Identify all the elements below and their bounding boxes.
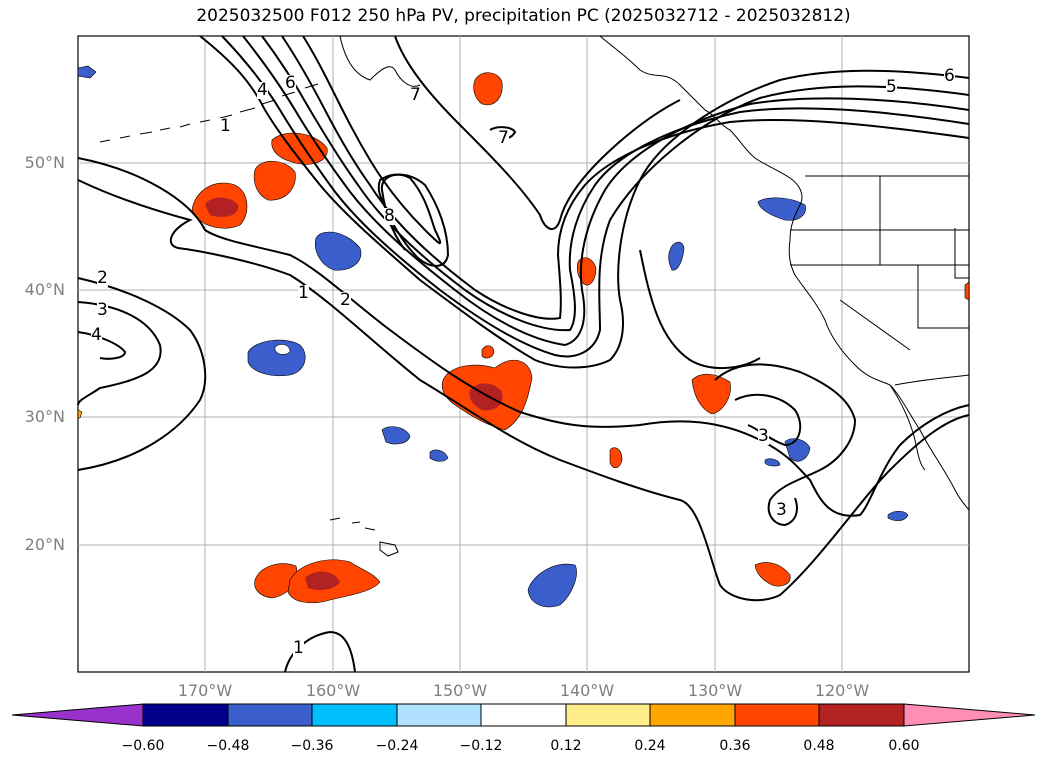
contour-label: 4 (257, 80, 268, 100)
pv-contour (394, 35, 681, 230)
precip-area (964, 281, 970, 301)
precip-area (315, 231, 362, 271)
pv-contour (77, 301, 162, 406)
precip-area (668, 241, 685, 271)
precip-area (887, 510, 909, 521)
colorbar-tick: −0.60 (121, 738, 165, 754)
contour-label: 6 (285, 73, 296, 93)
contour-label: 8 (384, 206, 395, 226)
contour-label: 7 (410, 85, 421, 105)
contour-label: 3 (97, 300, 108, 320)
pv-contour (242, 35, 970, 347)
contour-label: 7 (498, 128, 509, 148)
precip-area (77, 65, 97, 79)
lat-label-30n: 30°N (24, 407, 65, 426)
colorbar-tick: 0.60 (888, 738, 920, 754)
contour-label: 1 (298, 283, 309, 303)
colorbar-bin (311, 703, 398, 727)
precip-area (527, 563, 577, 608)
coastline-baja (889, 384, 926, 471)
contour-label: 3 (758, 426, 769, 446)
precip-area (381, 426, 411, 445)
lon-label-150w: 150°W (432, 681, 488, 700)
contour-label: 2 (97, 268, 108, 288)
lon-label-160w: 160°W (305, 681, 361, 700)
contour-label: 1 (293, 638, 304, 658)
coastlines (99, 35, 970, 557)
pv-contour (77, 277, 207, 471)
precip-area (429, 449, 449, 462)
pv-contour (284, 630, 356, 673)
precip-area (77, 409, 83, 419)
precip-area (253, 160, 296, 201)
lon-label-140w: 140°W (559, 681, 615, 700)
contour-label: 6 (944, 66, 955, 86)
precip-negative-areas (77, 65, 909, 608)
pv-contour (714, 363, 857, 527)
colorbar-tick: 0.12 (550, 738, 582, 754)
precip-area (247, 339, 306, 377)
colorbar-tick: −0.12 (459, 738, 503, 754)
pv-contour (77, 179, 970, 602)
pv-contour (302, 35, 442, 251)
border-us-mexico (894, 374, 970, 386)
colorbar-extend-low (11, 703, 144, 727)
graticule (78, 36, 969, 672)
contour-label: 5 (886, 77, 897, 97)
precip-area (205, 197, 239, 217)
pv-contour (221, 35, 970, 358)
colorbar-bin (818, 703, 905, 727)
colorbar-bin (649, 703, 736, 727)
lon-label-120w: 120°W (814, 681, 870, 700)
colorbar-bin (142, 703, 229, 727)
precip-area (473, 72, 503, 106)
colorbar-tick: 0.48 (803, 738, 835, 754)
precip-area (754, 562, 791, 587)
colorbar-tick: −0.24 (375, 738, 419, 754)
colorbar-tick: −0.36 (290, 738, 334, 754)
precip-area (481, 345, 495, 359)
lat-label-50n: 50°N (24, 153, 65, 172)
contour-label: 3 (776, 500, 787, 520)
colorbar-tick: 0.24 (634, 738, 666, 754)
colorbar (11, 703, 1036, 727)
aleutian-islands (99, 83, 319, 143)
pv-contour (77, 157, 970, 517)
lon-label-130w: 130°W (687, 681, 743, 700)
pv-contour (281, 35, 970, 320)
colorbar-bin (227, 703, 313, 727)
hawaii-islands (329, 517, 399, 557)
colorbar-bin (734, 703, 820, 727)
coastline-north-america (599, 35, 970, 511)
precip-area (305, 571, 340, 590)
pv-contour (377, 173, 450, 267)
contour-label: 2 (340, 290, 351, 310)
precip-area (757, 197, 806, 221)
colorbar-tick: −0.48 (206, 738, 250, 754)
colorbar-bin (396, 703, 482, 727)
precip-positive-areas (77, 72, 970, 604)
map-title: 2025032500 F012 250 hPa PV, precipitatio… (196, 6, 851, 26)
pv-contour (199, 35, 970, 369)
precip-area (609, 447, 623, 469)
alaska-coast (339, 35, 421, 87)
pv-contour (639, 249, 761, 370)
colorbar-extend-high (903, 703, 1036, 727)
contour-label: 1 (220, 116, 231, 136)
contour-label: 4 (91, 325, 102, 345)
precip-area (274, 343, 291, 355)
colorbar-bin (480, 703, 567, 727)
pv-contour (261, 35, 970, 332)
precip-area (764, 458, 781, 467)
precip-area (691, 373, 731, 415)
pv-contours (77, 35, 970, 673)
border-states (790, 176, 969, 351)
lat-label-40n: 40°N (24, 280, 65, 299)
colorbar-tick: 0.36 (719, 738, 751, 754)
lat-label-20n: 20°N (24, 535, 65, 554)
lon-label-170w: 170°W (177, 681, 233, 700)
colorbar-bin (565, 703, 651, 727)
